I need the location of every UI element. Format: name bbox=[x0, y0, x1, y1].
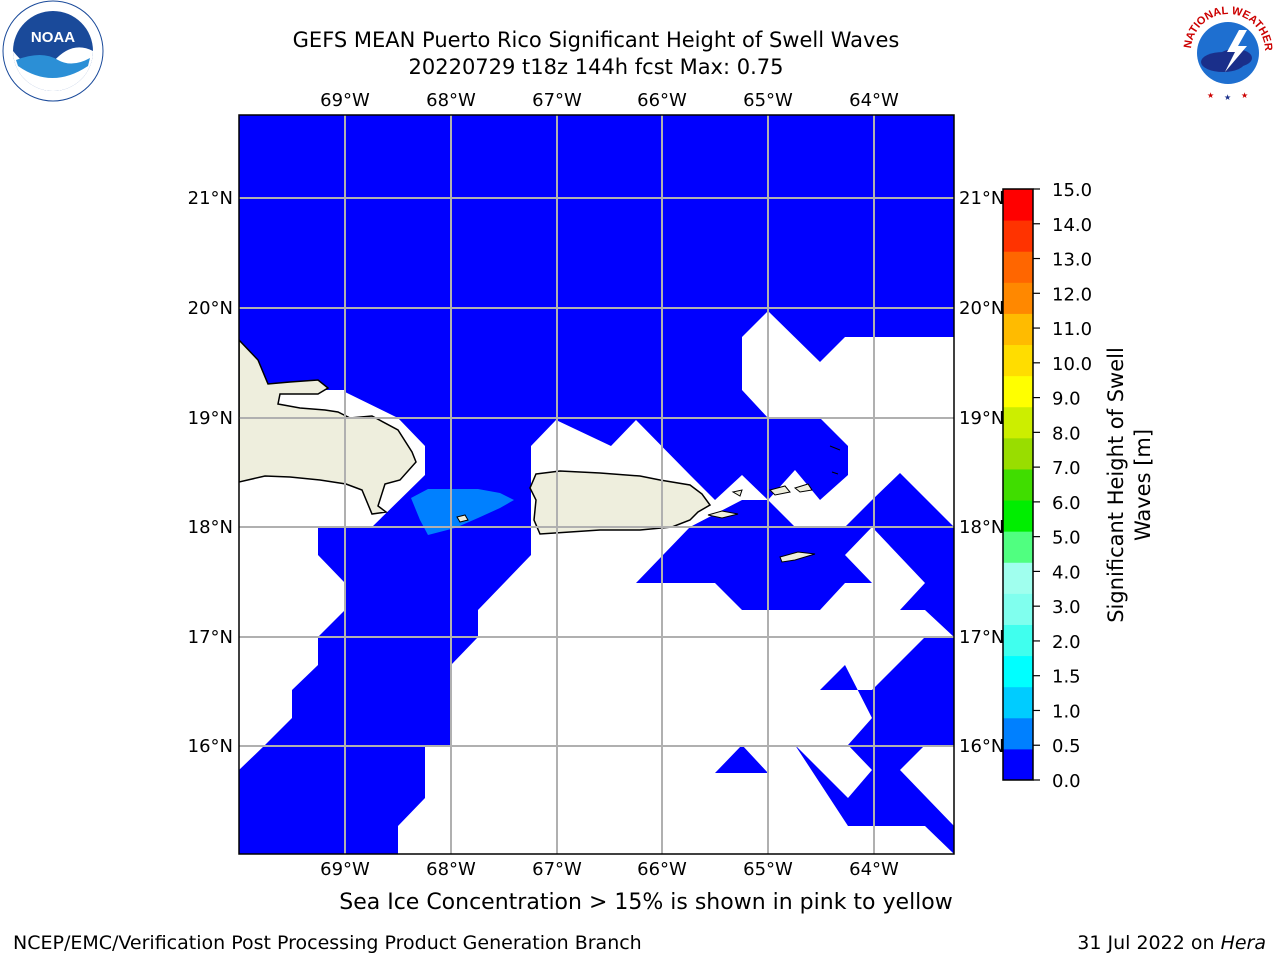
colorbar-tick-label: 3.0 bbox=[1052, 597, 1081, 618]
colorbar-tick-label: 6.0 bbox=[1052, 493, 1081, 514]
colorbar-tick-label: 14.0 bbox=[1052, 215, 1092, 236]
colorbar-label-line1: Significant Height of Swell bbox=[1104, 347, 1128, 623]
colorbar-tick-label: 7.0 bbox=[1052, 458, 1081, 479]
colorbar-segment bbox=[1003, 468, 1033, 501]
lon-labels-top: 69°W 68°W 67°W 66°W 65°W 64°W bbox=[320, 90, 899, 111]
colorbar-segment bbox=[1003, 344, 1033, 377]
lat-labels-right: 21°N 20°N 19°N 18°N 17°N 16°N bbox=[959, 188, 1004, 757]
colorbar-tick-label: 0.0 bbox=[1052, 771, 1081, 792]
lon-label: 65°W bbox=[743, 859, 793, 880]
chart-subtitle: 20220729 t18z 144h fcst Max: 0.75 bbox=[408, 55, 784, 79]
lon-labels-bottom: 69°W 68°W 67°W 66°W 65°W 64°W bbox=[320, 859, 899, 880]
colorbar-tick-label: 0.5 bbox=[1052, 736, 1081, 757]
lon-label: 66°W bbox=[637, 859, 687, 880]
land-hispaniola bbox=[239, 338, 417, 515]
colorbar-segment bbox=[1003, 220, 1033, 252]
swell-field-north bbox=[239, 115, 954, 854]
land-virgin-islands bbox=[731, 483, 813, 497]
lon-label: 67°W bbox=[532, 90, 582, 111]
footer-branch: NCEP/EMC/Verification Post Processing Pr… bbox=[13, 932, 642, 954]
lat-label: 21°N bbox=[959, 188, 1004, 209]
lon-label: 67°W bbox=[532, 859, 582, 880]
lon-label: 68°W bbox=[426, 90, 476, 111]
lat-label: 20°N bbox=[959, 298, 1004, 319]
lat-label: 16°N bbox=[188, 736, 233, 757]
colorbar-segment bbox=[1003, 437, 1033, 470]
lat-label: 19°N bbox=[188, 408, 233, 429]
colorbar-segment bbox=[1003, 686, 1033, 719]
colorbar-segment bbox=[1003, 717, 1033, 750]
land-mona bbox=[456, 514, 469, 523]
footer-date: 31 Jul 2022 on Hera bbox=[1077, 932, 1266, 954]
lat-label: 18°N bbox=[188, 517, 233, 538]
colorbar-segment bbox=[1003, 624, 1033, 657]
lon-label: 64°W bbox=[849, 90, 899, 111]
svg-text:★: ★ bbox=[1207, 91, 1214, 100]
colorbar-segment bbox=[1003, 406, 1033, 439]
colorbar-segment bbox=[1003, 655, 1033, 688]
colorbar-tick-label: 5.0 bbox=[1052, 528, 1081, 549]
footer-machine: Hera bbox=[1220, 932, 1266, 954]
lon-label: 68°W bbox=[426, 859, 476, 880]
lat-labels-left: 21°N 20°N 19°N 18°N 17°N 16°N bbox=[188, 188, 233, 757]
lat-label: 17°N bbox=[188, 627, 233, 648]
colorbar-tick-label: 4.0 bbox=[1052, 562, 1081, 583]
colorbar-segment bbox=[1003, 500, 1033, 532]
colorbar-segment bbox=[1003, 189, 1033, 221]
lon-label: 69°W bbox=[320, 90, 370, 111]
map-area bbox=[239, 115, 954, 854]
colorbar-tick-label: 13.0 bbox=[1052, 250, 1092, 271]
sea-ice-note: Sea Ice Concentration > 15% is shown in … bbox=[339, 890, 953, 915]
colorbar-tick-label: 9.0 bbox=[1052, 389, 1081, 410]
colorbar-label-line2: Waves [m] bbox=[1131, 429, 1155, 541]
colorbar-tick-label: 2.0 bbox=[1052, 632, 1081, 653]
lat-label: 19°N bbox=[959, 408, 1004, 429]
colorbar-tick-label: 10.0 bbox=[1052, 354, 1092, 375]
swell-field-southeast bbox=[715, 637, 954, 854]
map-frame bbox=[238, 114, 955, 855]
colorbar-segment bbox=[1003, 251, 1033, 283]
lon-label: 69°W bbox=[320, 859, 370, 880]
lon-label: 66°W bbox=[637, 90, 687, 111]
colorbar-segment bbox=[1003, 748, 1033, 781]
colorbar-tick-label: 8.0 bbox=[1052, 423, 1081, 444]
lat-label: 17°N bbox=[959, 627, 1004, 648]
lat-label: 16°N bbox=[959, 736, 1004, 757]
colorbar-segment bbox=[1003, 531, 1033, 563]
colorbar-tick-label: 12.0 bbox=[1052, 284, 1092, 305]
footer-date-text: 31 Jul 2022 on bbox=[1077, 932, 1221, 954]
land-puerto-rico bbox=[529, 470, 712, 535]
noaa-logo: NOAA bbox=[2, 0, 104, 102]
lat-label: 21°N bbox=[188, 188, 233, 209]
colorbar: 0.0 0.5 1.0 1.5 2.0 3.0 4.0 5.0 6.0 7.0 8.0 9.0 10.0… bbox=[1002, 180, 1155, 792]
lat-label: 18°N bbox=[959, 517, 1004, 538]
colorbar-tick-label: 11.0 bbox=[1052, 319, 1092, 340]
swell-patch-0.5m bbox=[411, 489, 514, 535]
nws-logo: NATIONAL WEATHER SERVICE ★ ★ ★ bbox=[1177, 0, 1277, 102]
colorbar-segment bbox=[1003, 562, 1033, 594]
colorbar-segment bbox=[1003, 282, 1033, 314]
lon-label: 64°W bbox=[849, 859, 899, 880]
colorbar-tick-label: 1.5 bbox=[1052, 667, 1081, 688]
colorbar-tick-label: 1.0 bbox=[1052, 701, 1081, 722]
svg-text:★: ★ bbox=[1224, 93, 1231, 102]
colorbar-tick-label: 15.0 bbox=[1052, 180, 1092, 201]
land-anguilla bbox=[829, 445, 841, 475]
colorbar-segment bbox=[1003, 313, 1033, 346]
land-st-croix bbox=[779, 551, 816, 563]
graticule bbox=[239, 115, 954, 854]
colorbar-segment bbox=[1003, 593, 1033, 625]
chart-title: GEFS MEAN Puerto Rico Significant Height… bbox=[292, 28, 900, 52]
svg-text:★: ★ bbox=[1241, 91, 1248, 100]
land-vieques bbox=[707, 510, 739, 519]
svg-text:NOAA: NOAA bbox=[31, 29, 75, 46]
lon-label: 65°W bbox=[743, 90, 793, 111]
colorbar-segment bbox=[1003, 375, 1033, 408]
lat-label: 20°N bbox=[188, 298, 233, 319]
